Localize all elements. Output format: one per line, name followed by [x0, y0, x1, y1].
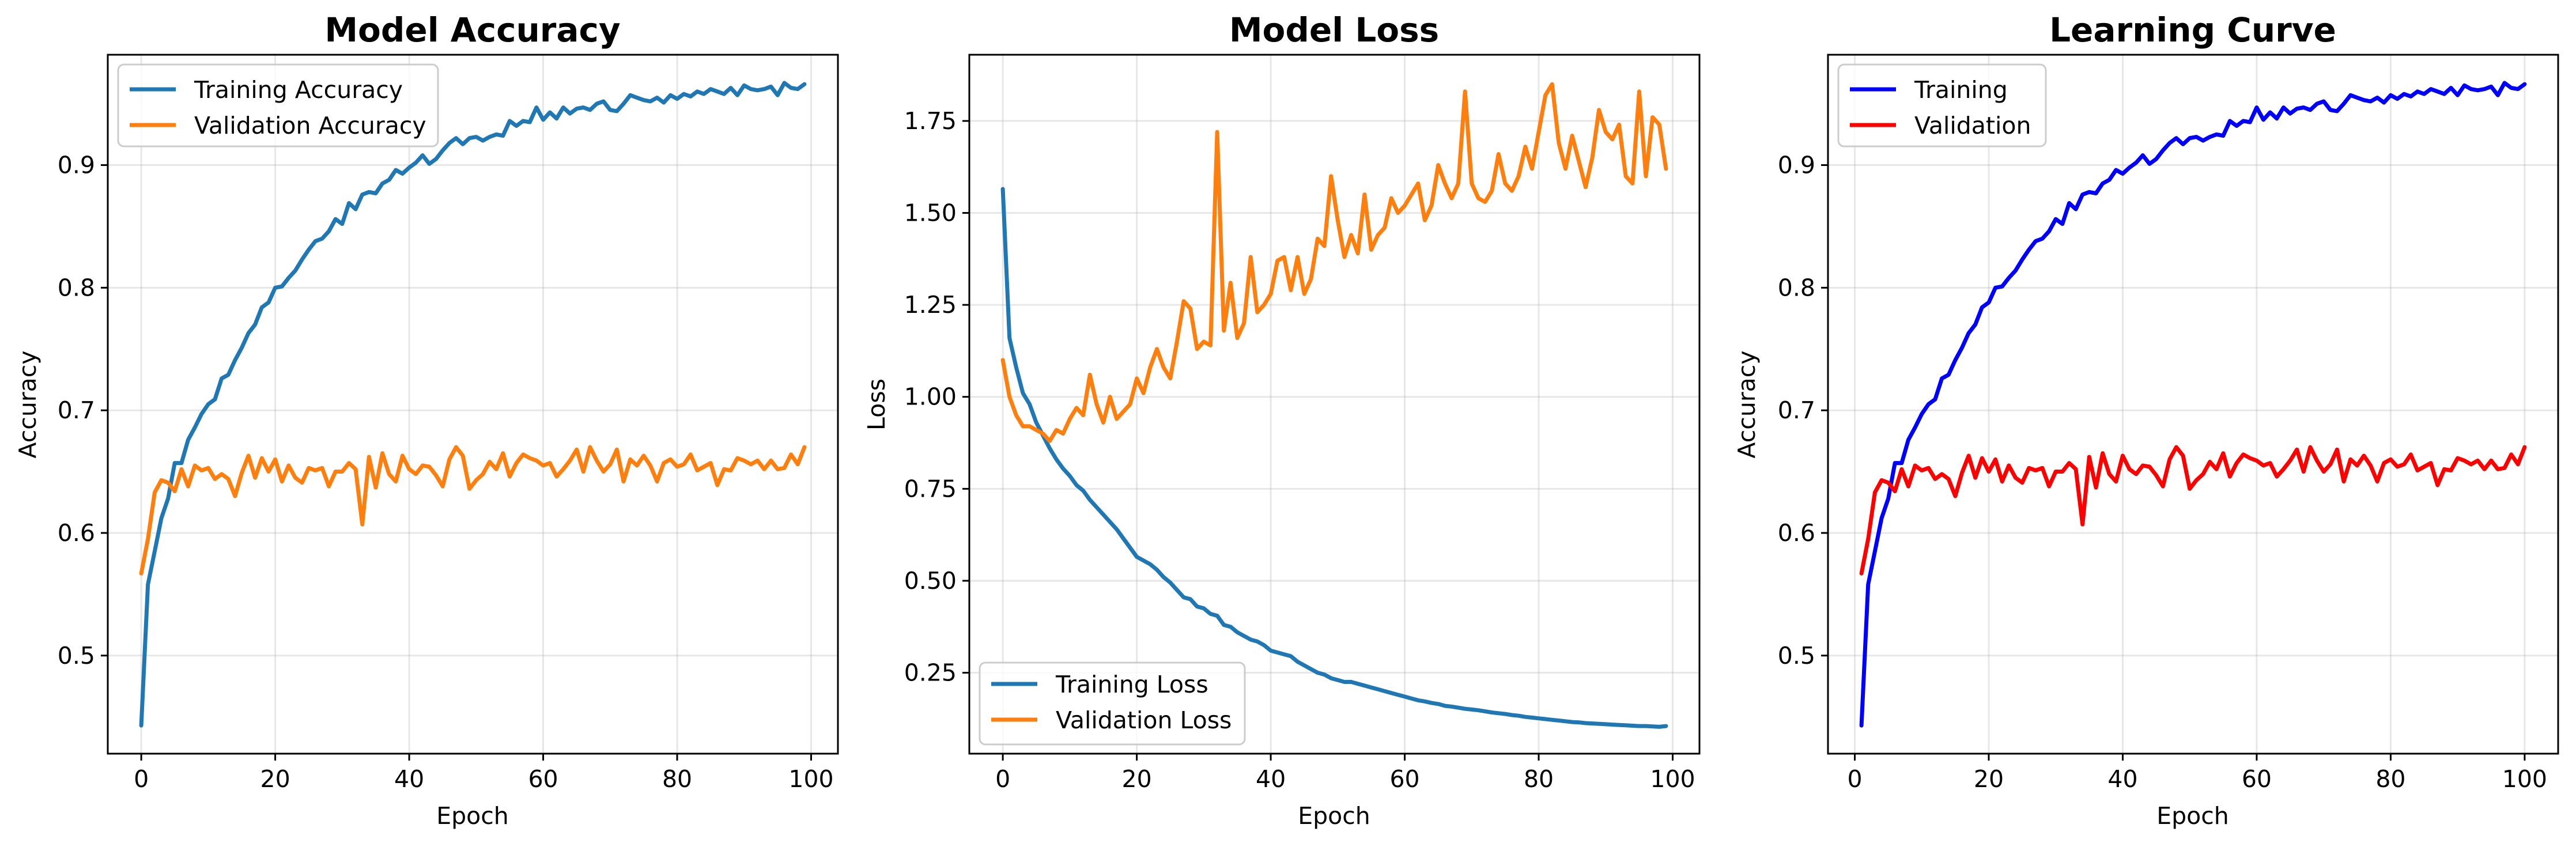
x-tick-label: 20: [1122, 765, 1152, 793]
y-tick-label: 0.7: [58, 396, 95, 424]
legend-label-training-accuracy: Training Accuracy: [194, 76, 403, 104]
x-tick-label: 0: [1847, 765, 1862, 793]
x-tick-label: 80: [2375, 765, 2405, 793]
y-tick-label: 0.6: [1778, 519, 1815, 547]
y-tick-label: 0.8: [58, 274, 95, 301]
series-line-validation-accuracy: [139, 445, 807, 576]
plot-frame: [107, 54, 839, 755]
y-tick-label: 0.5: [1778, 642, 1815, 670]
y-axis-label: Accuracy: [1733, 350, 1761, 458]
y-tick-label: 0.9: [58, 152, 95, 179]
x-tick-label: 100: [788, 765, 833, 793]
x-axis-label: Epoch: [1298, 802, 1370, 830]
chart-title: Learning Curve: [2049, 10, 2336, 50]
chart-title: Model Accuracy: [324, 10, 620, 50]
legend-label-validation: Validation: [1914, 112, 2031, 139]
x-tick-label: 60: [1389, 765, 1419, 793]
x-tick-label: 60: [2242, 765, 2272, 793]
x-tick-label: 20: [1974, 765, 2004, 793]
accuracy-panel: 0 20 40 60 80 100 0.5 0.6 0.7 0.8 0.9 Model Accura…: [14, 10, 839, 830]
x-tick-label: 20: [260, 765, 290, 793]
y-tick-label: 1.00: [904, 383, 957, 411]
learning-curve-panel: 0 20 40 60 80 100 0.5 0.6 0.7 0.8 0.9 Learning Cur…: [1733, 10, 2559, 830]
series-line-training: [1859, 81, 2527, 728]
y-tick-label: 0.9: [1778, 152, 1815, 179]
x-tick-label: 100: [1650, 765, 1695, 793]
y-tick-label: 1.50: [904, 199, 957, 227]
legend-label-training: Training: [1914, 76, 2008, 104]
x-tick-label: 60: [528, 765, 558, 793]
series-line-training-accuracy: [139, 81, 807, 728]
y-tick-label: 0.75: [904, 475, 957, 502]
x-tick-label: 0: [134, 765, 149, 793]
y-tick-label: 1.25: [904, 291, 957, 319]
legend-box: [979, 661, 1246, 746]
series-line-validation: [1859, 445, 2527, 576]
y-axis-label: Loss: [863, 379, 890, 430]
x-tick-label: 80: [1524, 765, 1554, 793]
x-axis-label: Epoch: [2156, 802, 2229, 830]
y-tick-label: 0.6: [58, 519, 95, 547]
loss-panel: 0 20 40 60 80 100 0.25 0.50 0.75 1.00 1.25 1.50 1.75…: [863, 10, 1701, 830]
legend: Training Validation: [1837, 63, 2047, 148]
legend-label-validation-accuracy: Validation Accuracy: [194, 112, 426, 139]
legend-label-validation-loss: Validation Loss: [1056, 706, 1232, 734]
y-axis-label: Accuracy: [14, 350, 41, 458]
series-line-training-loss: [1000, 187, 1668, 729]
series-line-validation-loss: [1000, 82, 1668, 443]
legend: Training Loss Validation Loss: [979, 661, 1246, 746]
y-tick-label: 0.25: [904, 659, 957, 687]
chart-title: Model Loss: [1229, 10, 1439, 50]
x-tick-label: 40: [2107, 765, 2137, 793]
y-tick-label: 1.75: [904, 107, 957, 135]
plot-frame: [968, 54, 1701, 755]
legend-box: [117, 63, 439, 148]
x-tick-label: 80: [662, 765, 692, 793]
legend-label-training-loss: Training Loss: [1055, 671, 1208, 698]
y-tick-label: 0.8: [1778, 274, 1815, 301]
plot-frame: [1827, 54, 2559, 755]
x-tick-label: 40: [1256, 765, 1286, 793]
x-tick-label: 0: [995, 765, 1010, 793]
x-tick-label: 100: [2502, 765, 2547, 793]
y-tick-label: 0.5: [58, 642, 95, 670]
y-tick-label: 0.50: [904, 567, 957, 595]
legend: Training Accuracy Validation Accuracy: [117, 63, 439, 148]
x-axis-label: Epoch: [436, 802, 509, 830]
y-tick-label: 0.7: [1778, 396, 1815, 424]
x-tick-label: 40: [394, 765, 424, 793]
